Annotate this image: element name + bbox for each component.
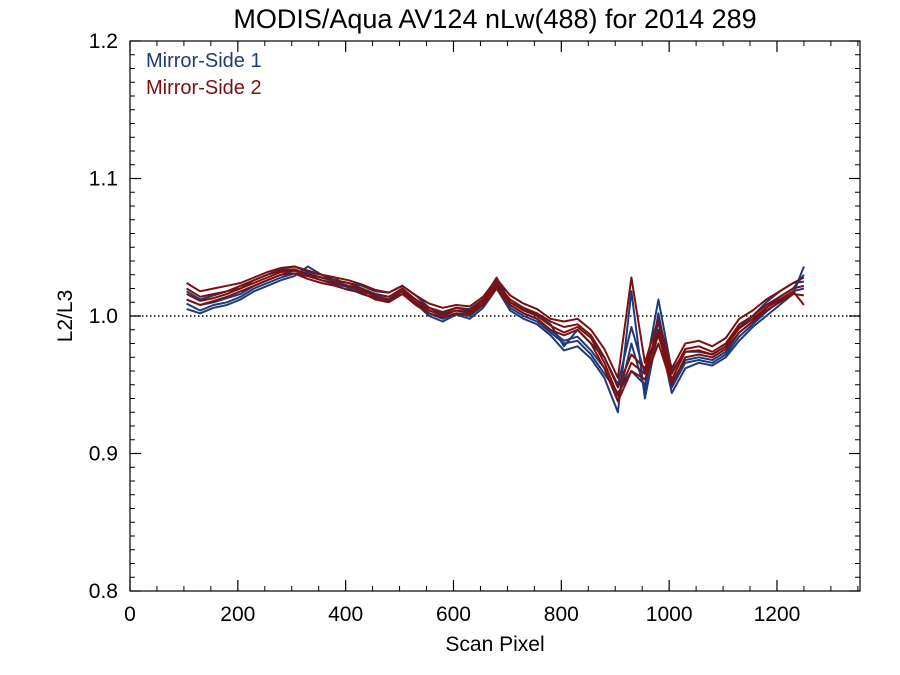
series-line-7: [186, 265, 805, 379]
x-tick-label: 1200: [754, 603, 801, 626]
x-tick-label: 200: [220, 603, 255, 626]
x-tick-label: 600: [436, 603, 471, 626]
y-tick-label: 1.1: [89, 168, 118, 191]
y-tick-label: 1.0: [89, 305, 118, 328]
legend-entry-2: Mirror-Side 2: [146, 77, 262, 99]
chart-title: MODIS/Aqua AV124 nLw(488) for 2014 289: [233, 4, 756, 34]
series-line-6: [186, 272, 805, 403]
x-axis-label: Scan Pixel: [445, 633, 544, 656]
x-tick-label: 800: [544, 603, 579, 626]
y-tick-label: 0.9: [89, 443, 118, 466]
series-line-8: [186, 269, 805, 397]
legend: Mirror-Side 1 Mirror-Side 2: [146, 50, 262, 99]
x-tick-label: 400: [328, 603, 363, 626]
series-line-5: [186, 268, 805, 389]
x-tick-label: 0: [124, 603, 136, 626]
y-tick-label: 1.2: [89, 30, 118, 53]
y-tick-label: 0.8: [89, 580, 118, 603]
legend-entry-1: Mirror-Side 1: [146, 50, 262, 72]
y-axis-label: L2/L3: [54, 290, 77, 343]
x-tick-label: 1000: [646, 603, 693, 626]
